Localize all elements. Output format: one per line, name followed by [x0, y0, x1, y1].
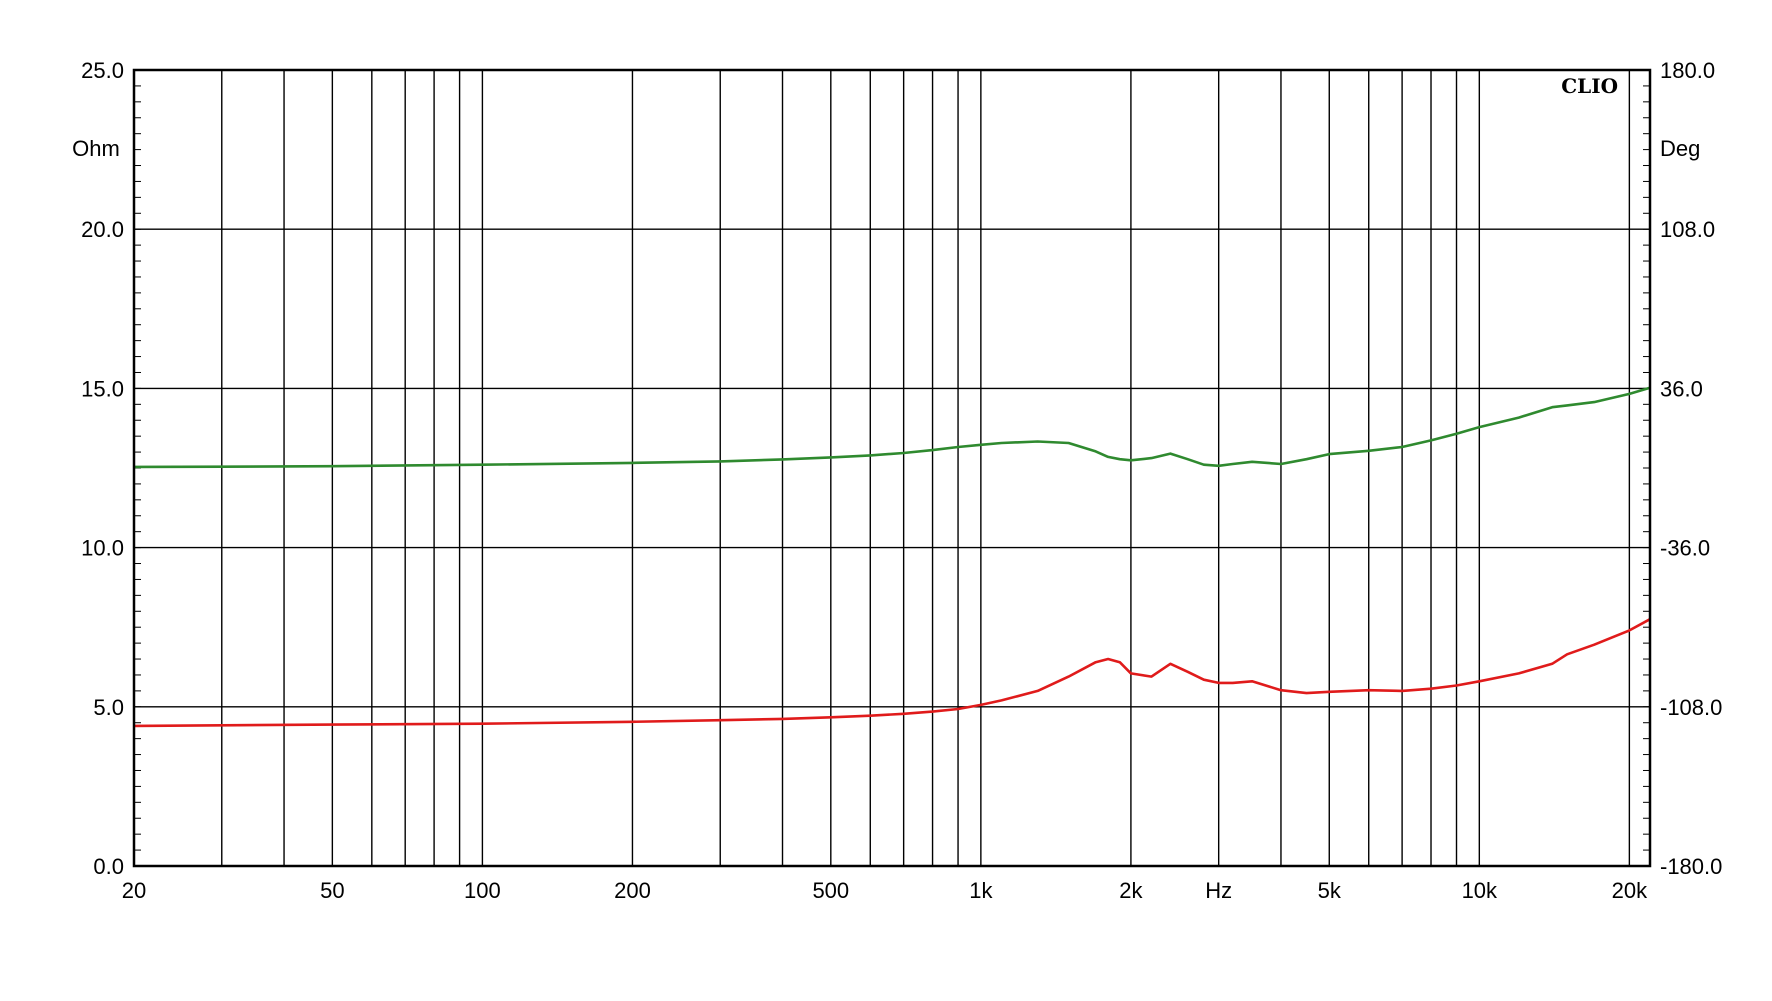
y-left-tick-label: 0.0 [93, 854, 124, 879]
plot-frame [132, 68, 1652, 868]
y-right-tick-label: 180.0 [1660, 58, 1715, 83]
x-tick-label: 20 [122, 878, 146, 903]
phase-series-line [133, 386, 1651, 469]
x-tick-label: 50 [320, 878, 344, 903]
x-tick-label: 10k [1462, 878, 1498, 903]
y-right-tick-label: -108.0 [1660, 695, 1722, 720]
y-left-tick-label: 15.0 [81, 376, 124, 401]
brand-logo: CLIO [1561, 74, 1618, 98]
x-tick-label: 2k [1119, 878, 1143, 903]
x-tick-label: 100 [464, 878, 501, 903]
grid [134, 70, 1650, 866]
ylabel-left: Ohm [72, 136, 120, 161]
labels: 0.0 5.0 10.0 15.0 20.0 25.0 -180.0 -108.0 -36.0 3… [81, 58, 1722, 903]
impedance-series-line [133, 618, 1651, 728]
y-right-tick-label: -180.0 [1660, 854, 1722, 879]
y-left-tick-label: 5.0 [93, 695, 124, 720]
x-tick-label: 500 [812, 878, 849, 903]
x-axis-label: Hz [1205, 878, 1232, 903]
x-tick-label: 5k [1318, 878, 1342, 903]
y-left-tick-label: 10.0 [81, 536, 124, 561]
x-tick-label: 1k [969, 878, 993, 903]
y-right-tick-label: 36.0 [1660, 376, 1703, 401]
y-right-tick-label: -36.0 [1660, 536, 1710, 561]
series [133, 386, 1651, 728]
x-tick-label: 20k [1612, 878, 1648, 903]
ylabel-right: Deg [1660, 136, 1700, 161]
y-right-tick-label: 108.0 [1660, 217, 1715, 242]
y-left-tick-label: 25.0 [81, 58, 124, 83]
x-tick-label: 200 [614, 878, 651, 903]
y-left-tick-label: 20.0 [81, 217, 124, 242]
